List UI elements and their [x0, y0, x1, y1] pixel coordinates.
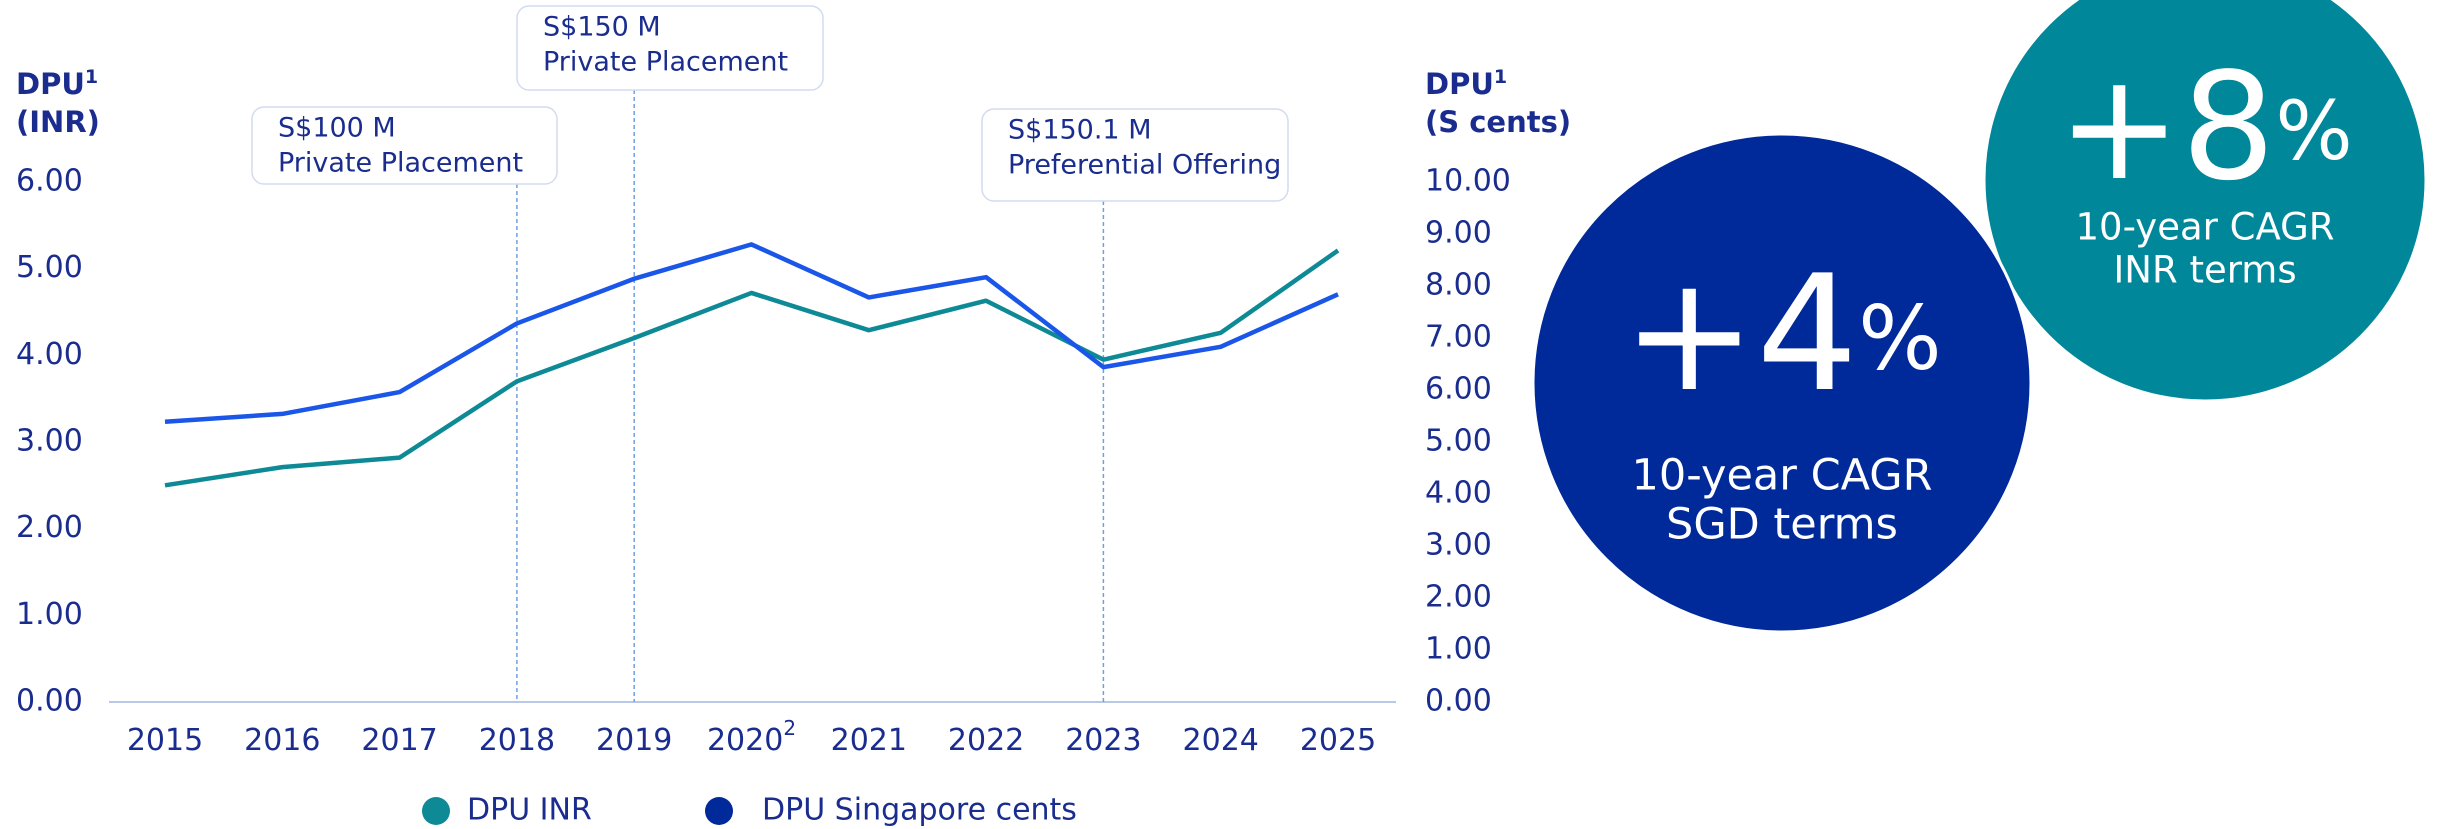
y-tick-label: 4.00 [16, 337, 83, 372]
y2-tick-label: 5.00 [1425, 424, 1492, 459]
x-tick-text: 2018 [479, 723, 555, 758]
x-tick-label: 2024 [1183, 723, 1259, 758]
y2-tick-label: 2.00 [1425, 580, 1492, 615]
x-tick-text: 2019 [596, 723, 672, 758]
x-tick-text: 2022 [948, 723, 1024, 758]
annotation-box [981, 108, 1289, 202]
y2-tick-label: 3.00 [1425, 528, 1492, 563]
axis-title-note: 1 [1494, 66, 1507, 88]
series-line [164, 248, 1340, 488]
y2-tick-label: 0.00 [1425, 684, 1492, 719]
annotation-text: S$150 M [543, 12, 661, 43]
x-tick-label: 2018 [479, 723, 555, 758]
y-tick-label: 5.00 [16, 250, 83, 285]
highlight-value: +4 [1622, 240, 1858, 427]
annotation-box [516, 5, 824, 91]
x-tick-label: 2016 [244, 723, 320, 758]
y2-tick-label: 7.00 [1425, 320, 1492, 355]
highlight-suffix: % [1858, 287, 1942, 390]
x-tick-label: 2021 [831, 723, 907, 758]
y-tick-label: 2.00 [16, 510, 83, 545]
highlight-caption: SGD terms [1666, 500, 1898, 550]
x-tick-text: 2025 [1300, 723, 1376, 758]
highlight-number: +4% [1622, 240, 1941, 427]
legend-swatch [705, 797, 733, 825]
highlight-number: +8% [2057, 41, 2353, 213]
y2-tick-label: 4.00 [1425, 476, 1492, 511]
y-tick-label: 1.00 [16, 597, 83, 632]
highlight-suffix: % [2275, 84, 2352, 179]
y2-tick-label: 9.00 [1425, 216, 1492, 251]
x-tick-label: 2017 [361, 723, 437, 758]
axis-title-unit: (S cents) [1425, 105, 1571, 139]
highlight-caption: 10-year CAGR [2076, 206, 2335, 249]
axis-title-note: 1 [85, 66, 98, 88]
y-tick-label: 6.00 [16, 164, 83, 199]
annotation-text: Private Placement [278, 148, 523, 179]
highlight-caption: 10-year CAGR [1632, 451, 1933, 501]
axis-title-unit: (INR) [16, 105, 100, 139]
x-tick-text: 2023 [1065, 723, 1141, 758]
axis-title-main: DPU [1425, 67, 1494, 101]
x-tick-text: 2020 [707, 723, 783, 758]
annotation-text: Private Placement [543, 47, 788, 78]
annotation-text: S$150.1 M [1008, 115, 1152, 146]
y-tick-label: 0.00 [16, 684, 83, 719]
annotation-box [251, 106, 558, 185]
axis-title: DPU1 [16, 66, 98, 102]
highlight-value: +8 [2057, 41, 2275, 213]
annotation-text: S$100 M [278, 113, 396, 144]
x-tick-note: 2 [783, 716, 796, 740]
x-tick-label: 2025 [1300, 723, 1376, 758]
y2-tick-label: 1.00 [1425, 632, 1492, 667]
axis-title-main: DPU [16, 67, 85, 101]
x-tick-text: 2024 [1183, 723, 1259, 758]
x-tick-text: 2017 [361, 723, 437, 758]
y2-tick-label: 6.00 [1425, 372, 1492, 407]
x-tick-text: 2021 [831, 723, 907, 758]
legend-label: DPU Singapore cents [762, 793, 1077, 828]
legend-label: DPU INR [467, 793, 592, 828]
axis-title: DPU1 [1425, 66, 1507, 102]
x-tick-label: 2019 [596, 723, 672, 758]
annotation-text: Preferential Offering [1008, 150, 1281, 181]
x-tick-label: 20202 [707, 716, 796, 758]
y2-tick-label: 8.00 [1425, 268, 1492, 303]
x-tick-text: 2016 [244, 723, 320, 758]
x-tick-text: 2015 [127, 723, 203, 758]
x-tick-label: 2015 [127, 723, 203, 758]
series-line [164, 242, 1339, 424]
highlight-caption: INR terms [2113, 249, 2296, 292]
highlight-circle [1982, 0, 2428, 403]
x-tick-label: 2023 [1065, 723, 1141, 758]
y2-tick-label: 10.00 [1425, 164, 1511, 199]
y-tick-label: 3.00 [16, 424, 83, 459]
legend-swatch [422, 797, 450, 825]
x-tick-label: 2022 [948, 723, 1024, 758]
highlight-circle [1531, 132, 2033, 634]
